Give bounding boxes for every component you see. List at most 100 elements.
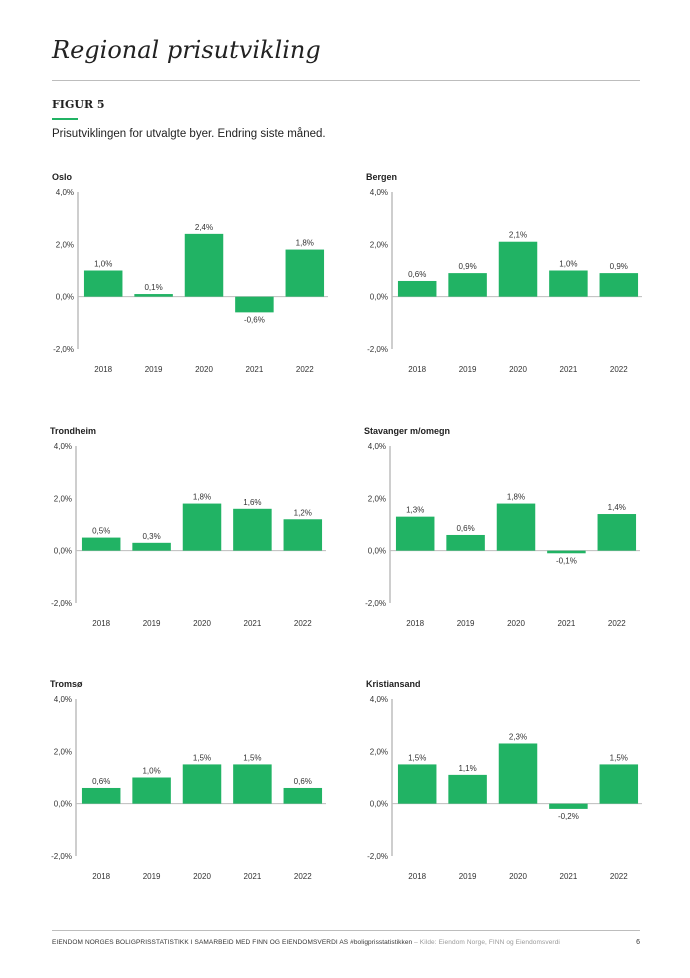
chart-tromso: Tromsø 4,0% 2,0% 0,0% -2,0% 0,6% 2018 1,0% 2019… — [50, 679, 340, 889]
y-tick-label: -2,0% — [367, 345, 388, 354]
y-tick-label: 0,0% — [368, 547, 386, 556]
bar-2022 — [599, 273, 639, 297]
data-label: 0,6% — [408, 270, 426, 279]
data-label: 1,6% — [243, 498, 261, 507]
data-label: 0,5% — [92, 527, 110, 536]
bar-2018 — [395, 516, 435, 551]
footer-text: EIENDOM NORGES BOLIGPRISSTATISTIKK I SAM… — [52, 939, 560, 946]
bar-2019 — [134, 294, 173, 297]
y-tick-label: 4,0% — [54, 695, 72, 704]
data-label: 1,8% — [296, 239, 314, 248]
figure-caption: Prisutviklingen for utvalgte byer. Endri… — [52, 128, 326, 140]
x-tick-label: 2022 — [610, 365, 628, 374]
bar-2022 — [283, 787, 323, 804]
data-label: 1,5% — [193, 753, 211, 762]
bar-2019 — [132, 777, 171, 804]
y-tick-label: 4,0% — [54, 442, 72, 451]
data-label: 1,5% — [610, 753, 628, 762]
bar-2019 — [446, 534, 485, 551]
y-tick-label: 0,0% — [56, 293, 74, 302]
bar-2022 — [599, 764, 639, 804]
data-label: 0,1% — [144, 283, 162, 292]
bar-2021 — [549, 803, 588, 809]
x-tick-label: 2020 — [507, 619, 525, 628]
bar-2020 — [182, 764, 222, 804]
x-tick-label: 2018 — [406, 619, 424, 628]
x-tick-label: 2020 — [509, 365, 527, 374]
y-tick-label: -2,0% — [51, 599, 72, 608]
y-tick-label: 4,0% — [370, 695, 388, 704]
x-tick-label: 2022 — [294, 872, 312, 881]
y-tick-label: 2,0% — [54, 747, 72, 756]
bar-2021 — [233, 508, 272, 551]
y-tick-label: 2,0% — [370, 240, 388, 249]
data-label: -0,1% — [556, 556, 577, 565]
y-tick-label: 0,0% — [370, 293, 388, 302]
footer-source: – Kilde: Eiendom Norge, FINN og Eiendoms… — [412, 939, 560, 946]
chart-plot: 4,0% 2,0% 0,0% -2,0% 1,5% 2018 1,1% 2019 2,3% 202… — [367, 695, 642, 881]
bar-2018 — [397, 280, 437, 297]
chart-title: Kristiansand — [366, 679, 421, 689]
title-divider — [52, 80, 640, 81]
data-label: 0,9% — [458, 262, 476, 271]
bar-2020 — [496, 503, 536, 551]
x-tick-label: 2020 — [193, 619, 211, 628]
chart-plot: 4,0% 2,0% 0,0% -2,0% 0,5% 2018 0,3% 2019 1,8% 202… — [51, 442, 326, 628]
bar-2019 — [132, 542, 171, 551]
bar-2021 — [549, 270, 588, 297]
bar-2020 — [182, 503, 222, 551]
bar-2022 — [285, 249, 325, 297]
x-tick-label: 2018 — [92, 619, 110, 628]
data-label: 0,3% — [142, 532, 160, 541]
bar-2019 — [448, 273, 487, 297]
page-number: 6 — [636, 939, 640, 946]
x-tick-label: 2022 — [296, 365, 314, 374]
data-label: 1,8% — [507, 493, 525, 502]
x-tick-label: 2019 — [459, 872, 477, 881]
bar-2022 — [283, 519, 323, 551]
chart-plot: 4,0% 2,0% 0,0% -2,0% 0,6% 2018 1,0% 2019 1,5% 202… — [51, 695, 326, 881]
data-label: 0,6% — [92, 777, 110, 786]
footer-divider — [52, 930, 640, 931]
y-tick-label: -2,0% — [365, 599, 386, 608]
bar-2020 — [498, 743, 538, 804]
chart-plot: 4,0% 2,0% 0,0% -2,0% 1,3% 2018 0,6% 2019 1,8% 202… — [365, 442, 640, 628]
x-tick-label: 2020 — [509, 872, 527, 881]
data-label: 2,4% — [195, 223, 213, 232]
y-tick-label: 4,0% — [368, 442, 386, 451]
bar-2020 — [498, 241, 538, 297]
x-tick-label: 2018 — [408, 872, 426, 881]
bar-2020 — [184, 233, 224, 297]
data-label: 2,1% — [509, 231, 527, 240]
page-title: Regional prisutvikling — [52, 36, 321, 64]
chart-stavanger: Stavanger m/omegn 4,0% 2,0% 0,0% -2,0% 1,3% 2… — [364, 426, 654, 636]
bar-2021 — [547, 550, 586, 554]
x-tick-label: 2021 — [244, 619, 262, 628]
y-tick-label: -2,0% — [53, 345, 74, 354]
data-label: 0,6% — [294, 777, 312, 786]
x-tick-label: 2022 — [294, 619, 312, 628]
x-tick-label: 2019 — [143, 619, 161, 628]
chart-title: Stavanger m/omegn — [364, 426, 451, 436]
chart-title: Oslo — [52, 172, 73, 182]
bar-2018 — [81, 787, 121, 804]
data-label: 1,5% — [408, 753, 426, 762]
chart-kristiansand: Kristiansand 4,0% 2,0% 0,0% -2,0% 1,5% 2018 1,… — [366, 679, 656, 889]
data-label: 1,3% — [406, 506, 424, 515]
y-tick-label: 2,0% — [54, 494, 72, 503]
x-tick-label: 2019 — [459, 365, 477, 374]
chart-trondheim: Trondheim 4,0% 2,0% 0,0% -2,0% 0,5% 2018 0,3% 2… — [50, 426, 340, 636]
y-tick-label: 2,0% — [56, 240, 74, 249]
data-label: 1,4% — [608, 503, 626, 512]
figure-label: FIGUR 5 — [52, 98, 105, 111]
data-label: -0,2% — [558, 812, 579, 821]
x-tick-label: 2020 — [193, 872, 211, 881]
x-tick-label: 2020 — [195, 365, 213, 374]
data-label: 0,9% — [610, 262, 628, 271]
x-tick-label: 2019 — [457, 619, 475, 628]
x-tick-label: 2021 — [246, 365, 264, 374]
x-tick-label: 2021 — [558, 619, 576, 628]
x-tick-label: 2022 — [610, 872, 628, 881]
data-label: 0,6% — [456, 524, 474, 533]
x-tick-label: 2019 — [143, 872, 161, 881]
